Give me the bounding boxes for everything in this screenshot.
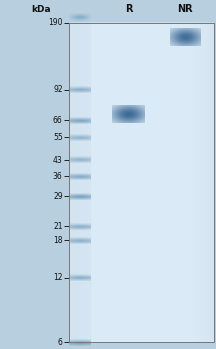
Text: NR: NR [177,4,192,14]
Text: 36: 36 [53,172,63,181]
Text: 92: 92 [53,85,63,94]
Bar [69,23,214,342]
Bar [69,23,214,342]
Text: R: R [125,4,132,14]
Text: 6: 6 [58,337,63,347]
Text: 190: 190 [48,18,63,27]
Text: 43: 43 [53,156,63,164]
Text: 29: 29 [53,192,63,201]
Text: 21: 21 [53,222,63,231]
Text: 12: 12 [53,274,63,282]
Bar [69,23,91,342]
Text: kDa: kDa [31,5,51,14]
Text: 66: 66 [53,116,63,125]
Text: 55: 55 [53,133,63,142]
Text: 18: 18 [53,236,63,245]
